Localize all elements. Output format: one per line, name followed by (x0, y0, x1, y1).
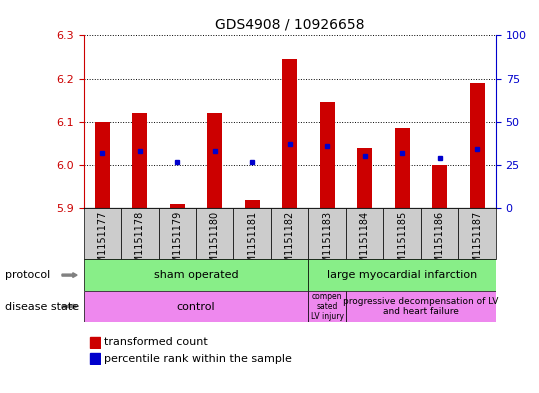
Text: GSM1151180: GSM1151180 (210, 211, 220, 276)
Bar (308, 259, 496, 291)
Text: GSM1151178: GSM1151178 (135, 211, 145, 276)
Bar (84, 259, 308, 291)
Bar (432, 165, 447, 208)
Bar (196, 208, 233, 259)
Bar (271, 208, 308, 259)
Bar (84, 291, 308, 322)
Text: GSM1151187: GSM1151187 (472, 211, 482, 276)
Bar (158, 208, 196, 259)
Bar (421, 208, 458, 259)
Bar (308, 208, 346, 259)
Bar (282, 59, 297, 208)
Text: compen
sated
LV injury: compen sated LV injury (310, 292, 344, 321)
Bar (121, 208, 158, 259)
Bar (95, 122, 110, 208)
Bar (170, 204, 185, 208)
Text: large myocardial infarction: large myocardial infarction (327, 270, 478, 280)
Bar (458, 208, 496, 259)
Text: GSM1151183: GSM1151183 (322, 211, 332, 276)
Text: GSM1151184: GSM1151184 (360, 211, 370, 276)
Text: disease state: disease state (5, 301, 80, 312)
Text: progressive decompensation of LV
and heart failure: progressive decompensation of LV and hea… (343, 297, 499, 316)
Bar (469, 83, 485, 208)
Bar (383, 208, 421, 259)
Text: percentile rank within the sample: percentile rank within the sample (104, 354, 292, 364)
Bar (207, 113, 222, 208)
Bar (233, 208, 271, 259)
Text: GSM1151182: GSM1151182 (285, 211, 295, 276)
Text: transformed count: transformed count (104, 337, 208, 347)
Title: GDS4908 / 10926658: GDS4908 / 10926658 (215, 17, 364, 31)
Bar (346, 291, 496, 322)
Bar (346, 208, 383, 259)
Bar (90, 336, 100, 348)
Text: GSM1151177: GSM1151177 (97, 211, 107, 276)
Text: protocol: protocol (5, 270, 51, 280)
Text: GSM1151185: GSM1151185 (397, 211, 407, 276)
Text: GSM1151181: GSM1151181 (247, 211, 257, 276)
Bar (245, 200, 260, 208)
Text: GSM1151186: GSM1151186 (434, 211, 445, 276)
Bar (132, 113, 147, 208)
Text: control: control (177, 301, 215, 312)
Bar (84, 208, 121, 259)
Bar (320, 103, 335, 208)
Bar (357, 148, 372, 208)
Text: GSM1151179: GSM1151179 (172, 211, 182, 276)
Bar (308, 291, 346, 322)
Bar (395, 128, 410, 208)
Bar (90, 353, 100, 364)
Text: sham operated: sham operated (154, 270, 238, 280)
